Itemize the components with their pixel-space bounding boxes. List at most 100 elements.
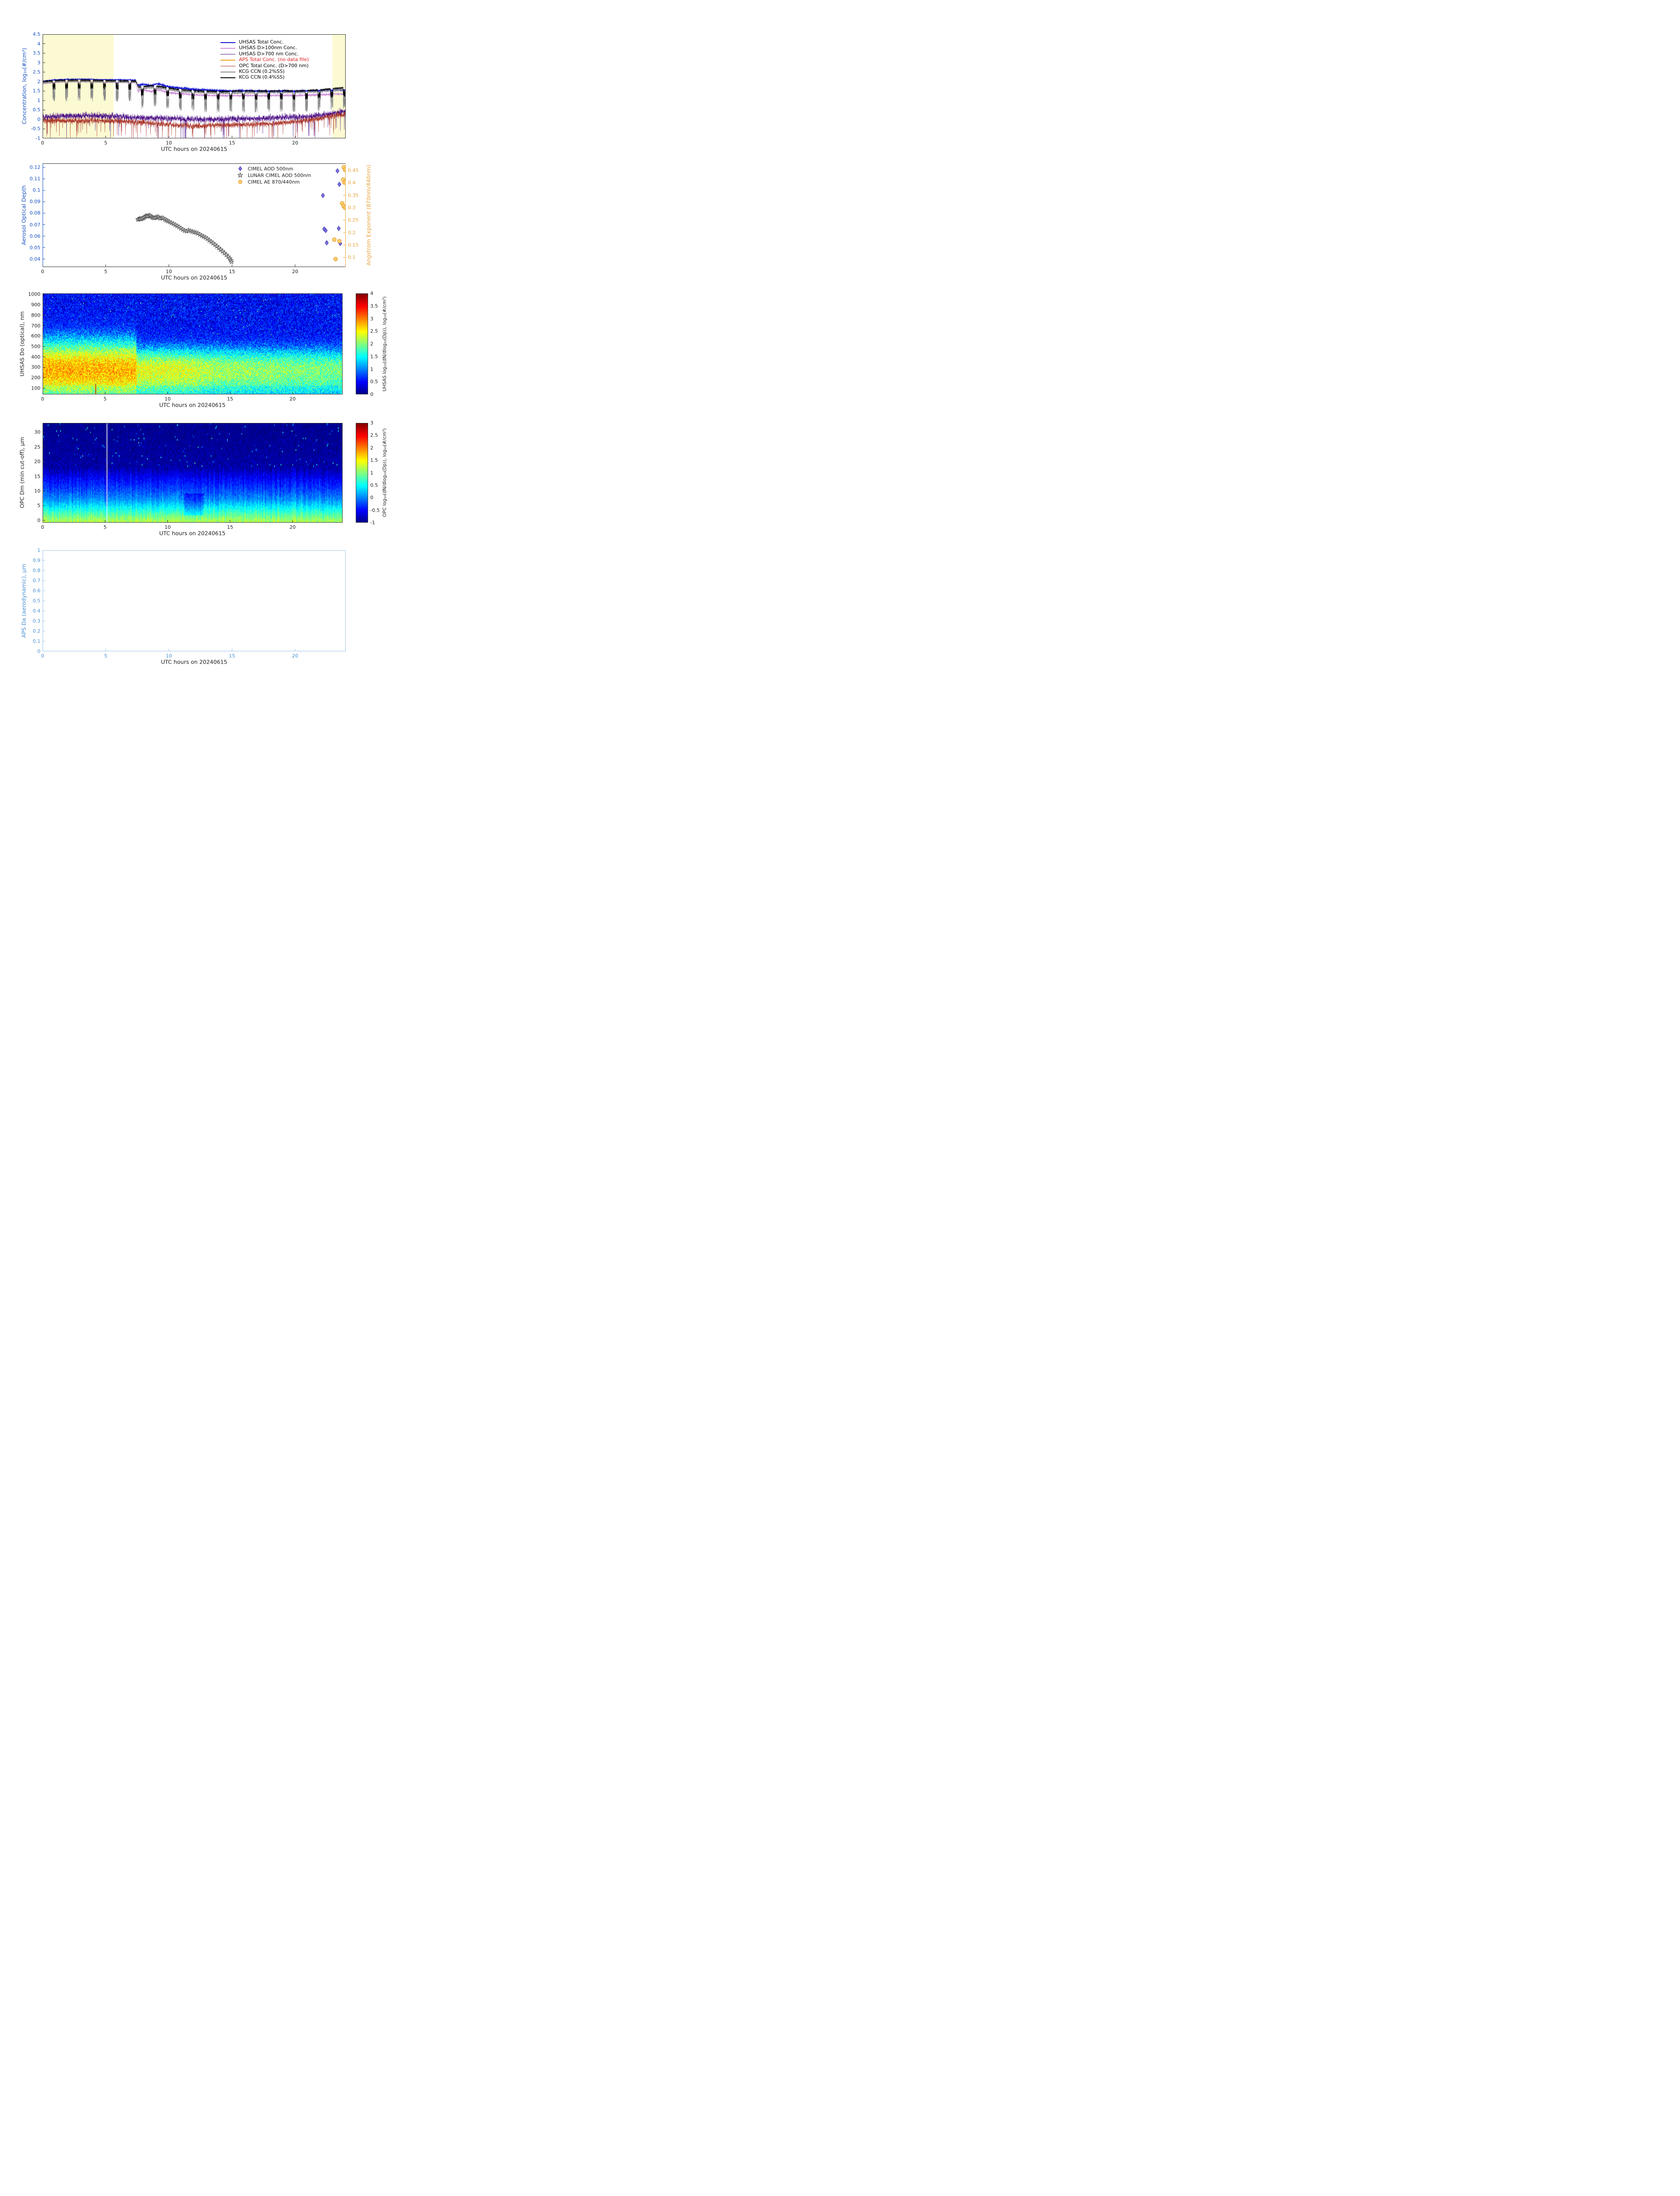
tick-label: 0.1 (33, 638, 41, 644)
tick-label: 10 (166, 653, 172, 659)
tick-label: 10 (164, 524, 171, 530)
tick-label: -0.5 (31, 126, 40, 132)
p4-x-axis-label: UTC hours on 20240615 (159, 530, 226, 537)
tick-label: 1000 (28, 291, 40, 297)
colorbar-tick-label: -1 (370, 520, 375, 526)
tick-label: 0.45 (348, 167, 359, 173)
colorbar-tick-label: 2.5 (370, 432, 378, 438)
tick-label: 0.08 (29, 210, 41, 216)
tick-label: 1.5 (33, 88, 41, 94)
colorbar-tick-label: 1 (370, 470, 373, 476)
tick-label: 0 (37, 648, 40, 654)
tick-label: 100 (31, 385, 40, 391)
tick-label: 600 (31, 333, 40, 339)
tick-label: 5 (103, 396, 107, 402)
tick-label: 15 (229, 140, 235, 146)
p2-y-axis-label-left: Aerosol Optical Depth (20, 185, 27, 246)
tick-label: 0.07 (29, 222, 41, 228)
tick-label: 0 (37, 116, 40, 123)
tick-label: 3 (37, 60, 40, 66)
tick-label: 900 (31, 302, 40, 308)
colorbar-tick-label: 1 (370, 366, 373, 372)
tick-label: 0.2 (33, 628, 41, 634)
tick-label: 20 (292, 653, 298, 659)
tick-label: 0 (41, 524, 44, 530)
tick-label: 0 (41, 396, 44, 402)
tick-label: 0.5 (33, 598, 41, 604)
colorbar-tick-label: 0 (370, 391, 373, 397)
p3-colorbar-label: UHSAS log₁₀(dN/dlog₁₀(Dp)), log₁₀(#/cm³) (382, 296, 387, 392)
tick-label: 20 (292, 140, 298, 146)
tick-label: 0 (37, 517, 40, 524)
colorbar-tick-label: 1.5 (370, 457, 378, 463)
colorbar-tick-label: 2.5 (370, 328, 378, 334)
tick-label: 15 (229, 653, 235, 659)
tick-label: 0.5 (33, 107, 41, 113)
tick-label: 0.9 (33, 557, 41, 563)
tick-label: 0 (41, 653, 44, 659)
p2-x-axis-label: UTC hours on 20240615 (161, 274, 228, 281)
tick-label: 10 (164, 396, 171, 402)
tick-label: 0.04 (29, 256, 41, 262)
tick-label: 200 (31, 375, 40, 381)
tick-label: 20 (289, 524, 296, 530)
tick-label: 4.5 (33, 31, 41, 37)
tick-label: 800 (31, 312, 40, 318)
aod-plot-canvas (43, 163, 346, 267)
colorbar-tick-label: 0.5 (370, 379, 378, 385)
tick-label: 0.12 (29, 164, 41, 170)
tick-label: 0.15 (348, 242, 359, 248)
p1-x-axis-label: UTC hours on 20240615 (161, 145, 228, 152)
colorbar-tick-label: 2 (370, 445, 373, 451)
tick-label: 20 (292, 269, 298, 274)
tick-label: 30 (34, 429, 40, 435)
tick-label: 25 (34, 444, 40, 450)
colorbar-tick-label: 4 (370, 290, 373, 296)
tick-label: 0.3 (33, 618, 41, 624)
colorbar-tick-label: 3.5 (370, 303, 378, 309)
p1-y-axis-label: Concentration, log₁₀(#/cm³) (21, 48, 28, 124)
tick-label: 10 (166, 269, 172, 274)
tick-label: 15 (227, 396, 233, 402)
p2-y-axis-label-right: Angstrom Exponent (870nm/440nm) (365, 165, 372, 266)
tick-label: 700 (31, 323, 40, 329)
figure: Concentration, log₁₀(#/cm³) UTC hours on… (0, 0, 448, 703)
opc-colorbar-canvas (356, 423, 368, 523)
tick-label: 500 (31, 343, 40, 350)
uhsas-heatmap-canvas (43, 293, 343, 394)
tick-label: 0.4 (348, 180, 356, 186)
aps-plot-canvas (43, 550, 346, 651)
tick-label: 2.5 (33, 69, 41, 75)
tick-label: 0.09 (29, 199, 41, 205)
tick-label: 1 (37, 547, 40, 553)
colorbar-tick-label: 0 (370, 495, 373, 501)
tick-label: 0.3 (348, 205, 356, 211)
tick-label: 5 (104, 653, 108, 659)
p3-x-axis-label: UTC hours on 20240615 (159, 401, 226, 408)
tick-label: 20 (289, 396, 296, 402)
p4-colorbar-label: OPC log₁₀(dN/dlog₁₀(Dp)), log₁₀(#/cm³) (382, 428, 387, 517)
concentration-plot-canvas (43, 34, 346, 138)
colorbar-tick-label: 3 (370, 420, 373, 426)
p3-y-axis-label: UHSAS Do (optical), nm (18, 311, 25, 377)
tick-label: 0.6 (33, 588, 41, 594)
p5-y-axis-label: APS Da (aerodynamic), μm (20, 563, 27, 638)
tick-label: 0.4 (33, 608, 41, 614)
tick-label: 15 (34, 473, 40, 479)
tick-label: 0.06 (29, 233, 41, 239)
colorbar-tick-label: -0.5 (370, 507, 380, 513)
tick-label: 400 (31, 354, 40, 360)
opc-heatmap-canvas (43, 423, 343, 523)
tick-label: -1 (36, 135, 40, 141)
tick-label: 300 (31, 364, 40, 370)
tick-label: 15 (227, 524, 233, 530)
tick-label: 0.2 (348, 230, 356, 236)
colorbar-tick-label: 0.5 (370, 482, 378, 488)
p5-x-axis-label: UTC hours on 20240615 (161, 658, 228, 665)
tick-label: 0 (41, 140, 44, 146)
tick-label: 10 (34, 488, 40, 494)
tick-label: 20 (34, 459, 40, 465)
tick-label: 0.35 (348, 192, 359, 199)
tick-label: 5 (104, 140, 108, 146)
tick-label: 0.11 (29, 176, 41, 182)
